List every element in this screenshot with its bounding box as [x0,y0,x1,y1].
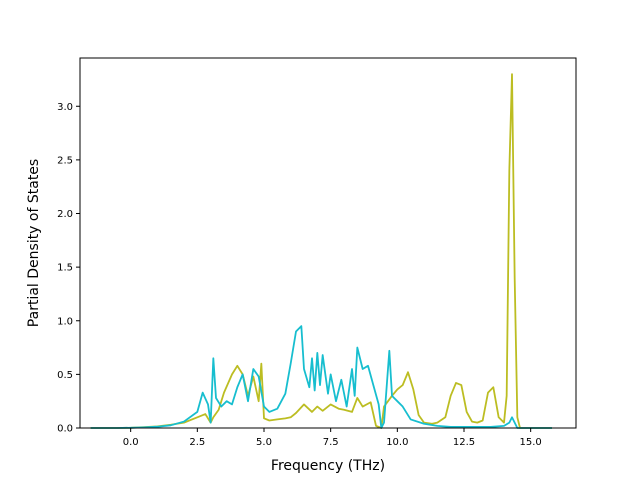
x-tick-label: 10.0 [386,437,408,448]
x-tick-label: 12.5 [453,437,475,448]
x-axis-label: Frequency (THz) [271,458,385,474]
axes-frame [79,57,577,429]
y-tick-label: 3.0 [57,102,73,113]
y-tick-label: 2.5 [57,155,73,166]
y-tick-label: 0.0 [57,424,73,435]
y-tick-label: 2.0 [57,209,73,220]
series-layer [90,73,552,429]
plot-area [79,57,577,429]
x-tick-label: 0.0 [123,437,139,448]
y-axis-ticks: 0.0 0.5 1.0 1.5 2.0 2.5 3.0 [57,102,80,435]
series-line-2 [90,325,552,429]
x-tick-label: 2.5 [189,437,205,448]
y-axis-label: Partial Density of States [26,159,42,327]
x-tick-label: 15.0 [520,437,542,448]
y-tick-label: 0.5 [57,370,73,381]
x-axis-ticks: 0.0 2.5 5.0 7.5 10.0 12.5 15.0 [123,428,542,448]
x-tick-label: 7.5 [323,437,339,448]
y-tick-label: 1.5 [57,263,73,274]
y-tick-label: 1.0 [57,316,73,327]
x-tick-label: 5.0 [256,437,272,448]
